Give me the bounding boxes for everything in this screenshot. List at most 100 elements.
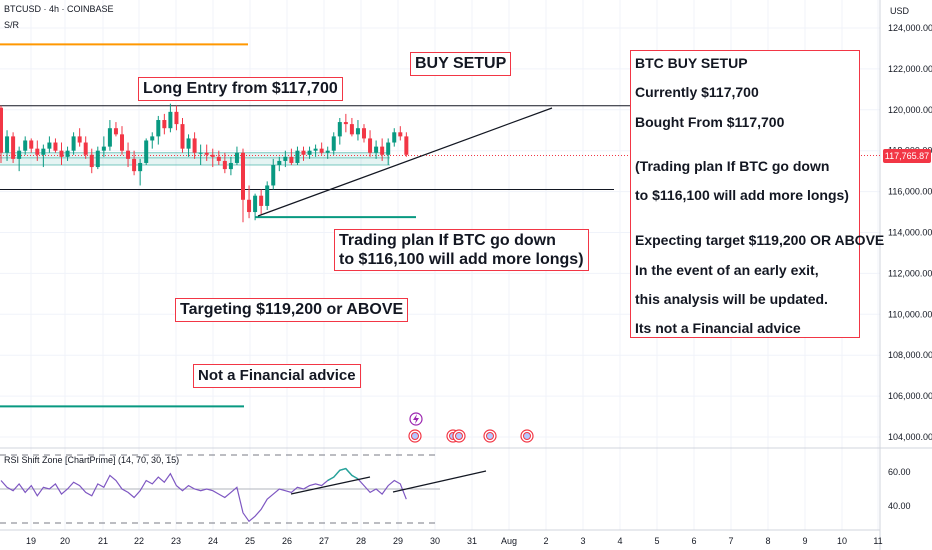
x-tick-label: 2 [543, 536, 548, 546]
x-tick-label: 22 [134, 536, 144, 546]
x-tick-label: 11 [873, 536, 882, 546]
x-tick-label: 9 [802, 536, 807, 546]
candle-body [204, 152, 209, 155]
x-tick-label: 25 [245, 536, 255, 546]
lightning-icon-glyph [413, 414, 419, 424]
candle-body [355, 128, 360, 135]
x-tick-label: 19 [26, 536, 36, 546]
candle-body [11, 136, 16, 159]
candle-body [107, 128, 112, 147]
analysis-panel[interactable]: BTC BUY SETUP Currently $117,700 Bought … [630, 50, 884, 338]
panel-line-plan-2: to $116,100 will add more longs) [635, 187, 849, 203]
candle-body [17, 150, 22, 159]
candle-body [277, 160, 282, 166]
candle-body [228, 162, 233, 170]
trading-plan-line-1: Trading plan If BTC go down [339, 232, 556, 249]
candle-body [95, 150, 100, 168]
y-tick-label: 124,000.00 [888, 23, 932, 33]
candle-body [386, 142, 391, 155]
candle-body [392, 132, 397, 143]
y-tick-label: 114,000.00 [888, 228, 932, 238]
y-tick-label: 116,000.00 [888, 187, 932, 197]
candle-body [265, 185, 270, 206]
candle-body [374, 146, 379, 153]
panel-line-currently: Currently $117,700 [635, 84, 759, 100]
candle-body [301, 150, 306, 155]
candle-body [198, 152, 203, 154]
candle-body [174, 111, 179, 125]
candle-body [271, 165, 276, 186]
candle-body [283, 156, 288, 161]
candle-body [222, 160, 227, 170]
panel-line-bought: Bought From $117,700 [635, 114, 785, 130]
x-tick-label: 23 [171, 536, 181, 546]
rsi-indicator-title[interactable]: RSI Shift Zone [ChartPrime] (14, 70, 30,… [4, 455, 180, 465]
panel-line-title: BTC BUY SETUP [635, 55, 748, 71]
candle-body [319, 148, 324, 153]
x-tick-label: 6 [691, 536, 696, 546]
candle-body [120, 134, 124, 151]
candle-body [83, 142, 88, 155]
x-tick-label: 3 [580, 536, 585, 546]
panel-line-update: this analysis will be updated. [635, 291, 828, 307]
x-tick-label: 4 [617, 536, 622, 546]
y-tick-label: 112,000.00 [888, 268, 932, 278]
us-flag-icon-inner [523, 432, 531, 440]
x-tick-label: 29 [393, 536, 403, 546]
candle-body [380, 146, 385, 155]
candle-body [295, 150, 300, 163]
y-tick-label: 110,000.00 [888, 309, 932, 319]
candle-body [77, 136, 82, 143]
candle-body [368, 138, 373, 153]
candle-body [156, 120, 161, 137]
rsi-y-tick-label: 40.00 [888, 501, 911, 511]
chart-symbol-header[interactable]: BTCUSD · 4h · COINBASE [4, 4, 114, 14]
candle-body [362, 128, 366, 139]
x-tick-label: 28 [356, 536, 366, 546]
rsi-trendline-2 [392, 470, 487, 493]
candle-body [41, 148, 46, 155]
candle-body [162, 120, 167, 129]
candle-body [247, 199, 252, 213]
ascending-trendline [257, 107, 553, 217]
x-tick-label: 8 [765, 536, 770, 546]
candle-body [313, 148, 318, 151]
x-tick-label: 7 [728, 536, 733, 546]
y-tick-label: 106,000.00 [888, 391, 932, 401]
candle-body [126, 150, 131, 159]
candle-body [53, 142, 58, 151]
trading-plan-line-2: to $116,100 will add more longs) [339, 251, 584, 268]
targeting-label[interactable]: Targeting $119,200 or ABOVE [175, 298, 409, 322]
trading-plan-label[interactable]: Trading plan If BTC go down to $116,100 … [334, 229, 589, 271]
candle-body [331, 136, 336, 151]
y-tick-label: 122,000.00 [888, 64, 932, 74]
candle-body [325, 150, 330, 153]
x-tick-label: 10 [837, 536, 847, 546]
indicator-label[interactable]: S/R [4, 20, 20, 30]
candle-body [113, 128, 118, 135]
us-flag-icon-inner [411, 432, 419, 440]
long-entry-label[interactable]: Long Entry from $117,700 [138, 77, 343, 101]
x-tick-label: 5 [654, 536, 659, 546]
candle-body [216, 156, 221, 161]
candle-body [132, 158, 137, 172]
candle-body [23, 140, 28, 151]
candle-body [337, 122, 342, 137]
candle-body [144, 140, 149, 163]
candle-body [253, 195, 258, 213]
candle-body [186, 138, 191, 149]
candle-body [101, 146, 106, 151]
buy-setup-label[interactable]: BUY SETUP [410, 52, 512, 76]
candle-body [47, 142, 52, 149]
candle-body [138, 162, 143, 172]
x-tick-label: 24 [208, 536, 218, 546]
rsi-trendline-1 [290, 476, 371, 495]
candle-body [210, 154, 215, 157]
candle-body [65, 150, 70, 157]
not-financial-advice-label[interactable]: Not a Financial advice [193, 364, 361, 388]
candle-body [71, 136, 76, 151]
candle-body [168, 111, 173, 129]
candle-body [5, 136, 10, 153]
us-flag-icon [483, 429, 497, 443]
